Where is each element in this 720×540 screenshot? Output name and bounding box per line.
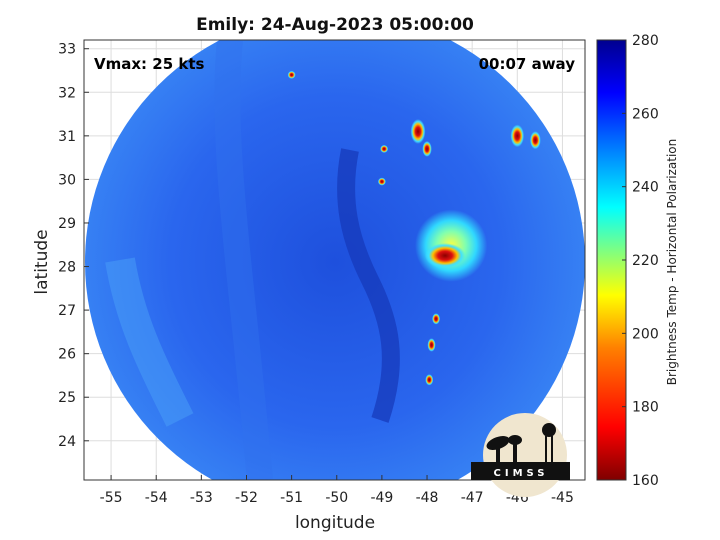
time-away-label: 00:07 away xyxy=(479,55,576,73)
colorbar-tick-label: 240 xyxy=(632,180,659,196)
chart-title: Emily: 24-Aug-2023 05:00:00 xyxy=(196,15,474,35)
x-tick-label: -51 xyxy=(280,490,303,506)
y-tick-label: 33 xyxy=(58,42,76,58)
y-tick-label: 25 xyxy=(58,390,76,406)
water-tower-icon xyxy=(542,423,556,437)
x-tick-label: -55 xyxy=(100,490,123,506)
swath-layer xyxy=(85,40,585,480)
colorbar-label: Brightness Temp - Horizontal Polarizatio… xyxy=(665,139,679,386)
rainband-cell xyxy=(529,131,541,150)
x-tick-label: -45 xyxy=(551,490,574,506)
colorbar-ticks: 280 260 240 220 200 180 160 xyxy=(622,33,659,489)
satellite-dish-icon xyxy=(486,436,510,450)
rainband-cell xyxy=(410,119,426,144)
rainband-cell xyxy=(427,338,436,352)
y-tick-label: 31 xyxy=(58,129,76,145)
storm-core-cell xyxy=(424,243,466,269)
y-axis-ticks: 24 25 26 27 28 29 30 31 32 33 xyxy=(58,42,89,450)
colorbar-tick-label: 180 xyxy=(632,400,659,416)
colorbar-tick-label: 260 xyxy=(632,106,659,122)
colorbar-tick-label: 200 xyxy=(632,326,659,342)
x-tick-label: -50 xyxy=(325,490,348,506)
streak-band xyxy=(214,40,273,480)
rainband-cell xyxy=(432,313,441,325)
axes-frame xyxy=(83,39,586,481)
small-convective-cell xyxy=(380,144,389,153)
x-tick-label: -49 xyxy=(370,490,393,506)
x-tick-label: -54 xyxy=(145,490,168,506)
small-convective-cell xyxy=(287,70,296,79)
colorbar-tick-label: 160 xyxy=(632,473,659,489)
convective-cells xyxy=(287,70,541,386)
y-tick-label: 27 xyxy=(58,303,76,319)
rainband-cell xyxy=(422,141,432,157)
y-axis-label: latitude xyxy=(32,229,52,294)
y-tick-label: 29 xyxy=(58,216,76,232)
small-convective-cell xyxy=(377,177,386,186)
colorbar-tick-label: 280 xyxy=(632,33,659,49)
colorbar xyxy=(596,39,627,481)
colorbar-tick-label: 220 xyxy=(632,253,659,269)
y-tick-label: 28 xyxy=(58,260,76,276)
y-tick-label: 30 xyxy=(58,172,76,188)
x-axis-ticks: -55 -54 -53 -52 -51 -50 -49 -48 -47 -46 -45 xyxy=(100,475,574,506)
moist-region xyxy=(105,257,194,427)
x-tick-label: -52 xyxy=(235,490,258,506)
logo-base xyxy=(471,462,570,480)
x-axis-label: longitude xyxy=(295,513,375,533)
x-tick-label: -53 xyxy=(190,490,213,506)
y-tick-label: 32 xyxy=(58,85,76,101)
x-tick-label: -47 xyxy=(461,490,484,506)
cimss-logo: CIMSS xyxy=(471,413,570,497)
rainband-cell xyxy=(510,124,525,148)
y-tick-label: 24 xyxy=(58,434,76,450)
dry-band xyxy=(337,148,400,423)
logo-text: CIMSS xyxy=(494,468,549,479)
vmax-label: Vmax: 25 kts xyxy=(94,55,204,73)
microwave-swath xyxy=(85,40,585,480)
rainband-cell xyxy=(425,374,434,386)
y-tick-label: 26 xyxy=(58,347,76,363)
x-tick-label: -48 xyxy=(416,490,439,506)
